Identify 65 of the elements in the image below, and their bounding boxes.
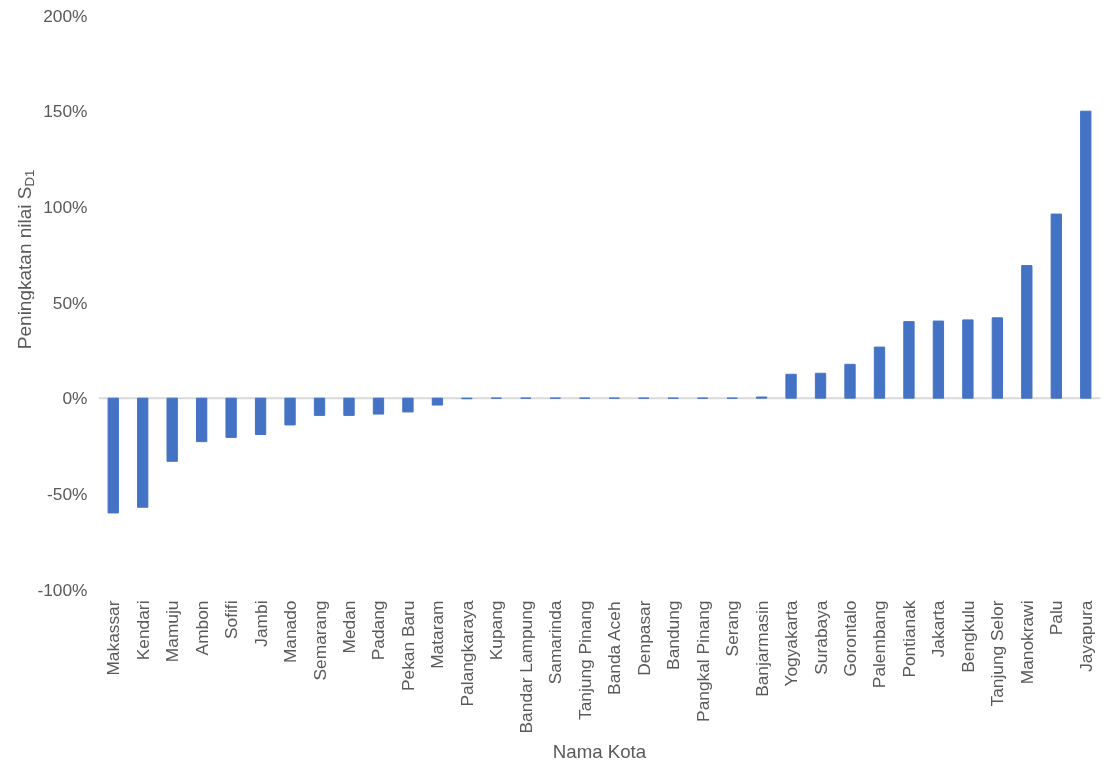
bar (903, 321, 915, 399)
x-tick-label: Palangkaraya (456, 600, 477, 707)
y-tick-label: 200% (43, 5, 88, 26)
x-tick-label: Tanjung Pinang (574, 600, 595, 720)
bar (284, 397, 296, 426)
x-tick-label: Palu (1046, 600, 1067, 636)
bar (195, 397, 208, 443)
y-tick-label: -100% (37, 579, 88, 600)
x-tick-label: Jambi (250, 600, 271, 647)
x-tick-label: Tanjung Selor (987, 600, 1008, 707)
bar (1021, 265, 1033, 399)
x-tick-label: Banjarmasin (751, 600, 772, 697)
x-axis-title: Nama Kota (552, 741, 647, 763)
bar (431, 397, 444, 406)
x-tick-label: Bengkulu (957, 600, 978, 673)
x-tick-label: Pekan Baru (397, 600, 418, 692)
x-tick-label: Yogyakarta (781, 600, 802, 687)
bar (372, 397, 385, 415)
x-tick-label: Banda Aceh (604, 601, 625, 695)
x-tick-label: Makassar (103, 600, 124, 676)
x-tick-label: Kupang (486, 600, 507, 661)
x-tick-label: Sofifi (221, 600, 242, 640)
x-tick-label: Gorontalo (840, 600, 860, 677)
x-tick-label: Denpasar (633, 600, 654, 676)
y-tick-label: 100% (43, 196, 88, 217)
x-tick-label: Pangkal Pinang (692, 600, 713, 722)
x-tick-label: Serang (722, 600, 743, 657)
x-tick-label: Samarinda (545, 600, 566, 685)
bar (991, 317, 1004, 399)
x-tick-label: Surabaya (810, 600, 831, 675)
x-tick-label: Bandar Lampung (515, 600, 536, 734)
x-tick-label: Mamuju (162, 600, 183, 663)
bar (785, 373, 797, 399)
x-tick-label: Ambon (191, 600, 212, 656)
bar (1050, 213, 1062, 399)
y-tick-label: 0% (62, 388, 88, 409)
x-tick-label: Padang (368, 600, 389, 661)
bar (814, 372, 827, 399)
y-tick-label: 50% (52, 292, 88, 313)
bar (1080, 110, 1092, 399)
bar (254, 397, 267, 436)
x-tick-label: Jakarta (928, 600, 949, 658)
bar (137, 397, 149, 508)
x-tick-label: Mataram (427, 600, 448, 669)
bar (962, 319, 974, 399)
x-tick-label: Semarang (309, 600, 330, 681)
bar (107, 397, 119, 514)
x-tick-label: Jayapura (1075, 600, 1096, 672)
x-tick-label: Palembang (869, 600, 890, 689)
bar (402, 397, 414, 413)
y-tick-label: 150% (43, 101, 88, 122)
y-tick-label: -50% (47, 483, 88, 504)
x-tick-label: Manado (280, 600, 301, 664)
x-tick-label: Manokrawi (1016, 600, 1037, 685)
bar (844, 363, 856, 399)
bar (225, 397, 237, 438)
bar (313, 397, 326, 416)
x-tick-label: Bandung (663, 600, 684, 670)
bar (932, 320, 945, 399)
x-tick-label: Kendari (132, 600, 153, 661)
bar (166, 397, 178, 462)
x-tick-label: Medan (339, 600, 359, 654)
bar (343, 397, 355, 416)
x-tick-label: Pontianak (898, 600, 919, 678)
bar (873, 346, 886, 399)
